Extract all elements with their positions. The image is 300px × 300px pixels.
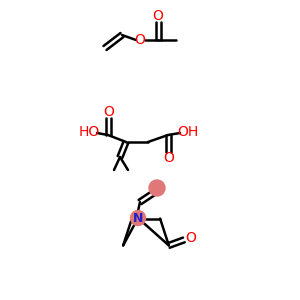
Text: OH: OH [177,125,199,139]
Text: O: O [103,105,114,119]
Text: O: O [153,9,164,23]
Text: HO: HO [78,125,100,139]
Text: N: N [133,212,143,224]
Text: O: O [135,33,146,47]
Text: O: O [164,151,174,165]
Text: O: O [185,231,196,245]
Circle shape [149,180,165,196]
Circle shape [130,211,146,226]
